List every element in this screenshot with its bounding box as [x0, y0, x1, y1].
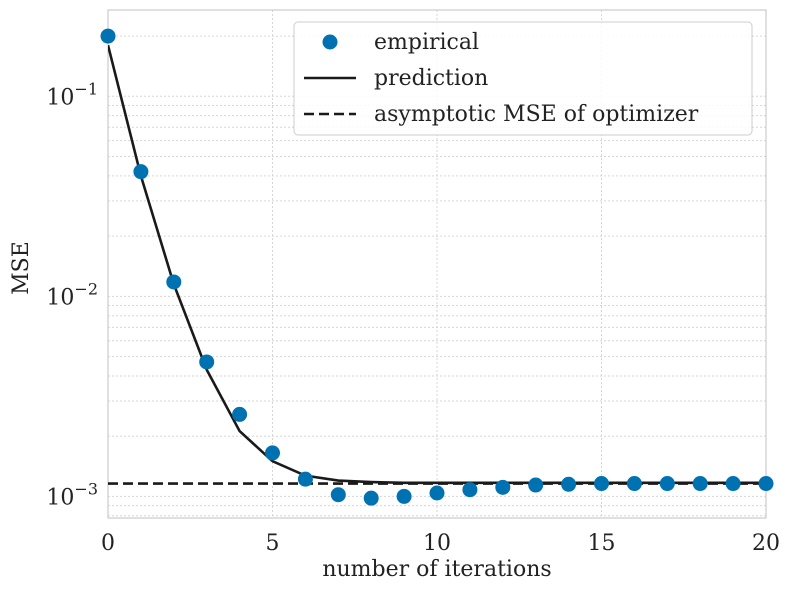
- empirical-point: [297, 471, 313, 487]
- empirical-point: [462, 482, 478, 498]
- legend-label: empirical: [374, 30, 479, 55]
- y-axis-label: MSE: [9, 241, 34, 295]
- x-tick-label: 0: [101, 531, 115, 556]
- legend-box: [293, 21, 753, 136]
- empirical-point: [725, 476, 741, 492]
- y-tick-label: 10−3: [46, 479, 98, 510]
- empirical-point: [232, 406, 248, 422]
- plot-frame: [107, 9, 767, 519]
- legend-label: prediction: [374, 66, 488, 91]
- series-layer: [100, 28, 774, 506]
- legend-label: asymptotic MSE of optimizer: [374, 102, 699, 127]
- empirical-point: [758, 476, 774, 492]
- x-tick-label: 15: [588, 531, 616, 556]
- empirical-point: [528, 477, 544, 493]
- empirical-point: [659, 476, 675, 492]
- tick-labels: 0 5 10 15 20 10−1 10−2 10−3: [46, 79, 780, 556]
- legend: empirical prediction asymptotic MSE of opt…: [293, 21, 753, 136]
- empirical-point: [363, 490, 379, 506]
- empirical-point: [495, 479, 511, 495]
- empirical-point: [265, 445, 280, 461]
- prediction-line: [108, 44, 766, 485]
- x-tick-label: 10: [423, 531, 451, 556]
- empirical-point: [100, 28, 116, 44]
- x-axis-label: number of iterations: [322, 557, 551, 582]
- empirical-point: [692, 476, 708, 492]
- empirical-point: [330, 487, 346, 503]
- empirical-point: [396, 488, 412, 504]
- empirical-point: [166, 274, 182, 290]
- y-tick-label: 10−1: [46, 79, 98, 110]
- legend-marker-empirical: [322, 34, 338, 50]
- x-tick-label: 5: [266, 531, 280, 556]
- y-tick-label: 10−2: [46, 279, 98, 310]
- empirical-point: [626, 476, 642, 492]
- empirical-point: [199, 354, 215, 370]
- empirical-point: [133, 164, 149, 180]
- empirical-point: [594, 476, 609, 492]
- empirical-point: [561, 476, 577, 492]
- empirical-point: [429, 485, 445, 501]
- x-tick-label: 20: [752, 531, 780, 556]
